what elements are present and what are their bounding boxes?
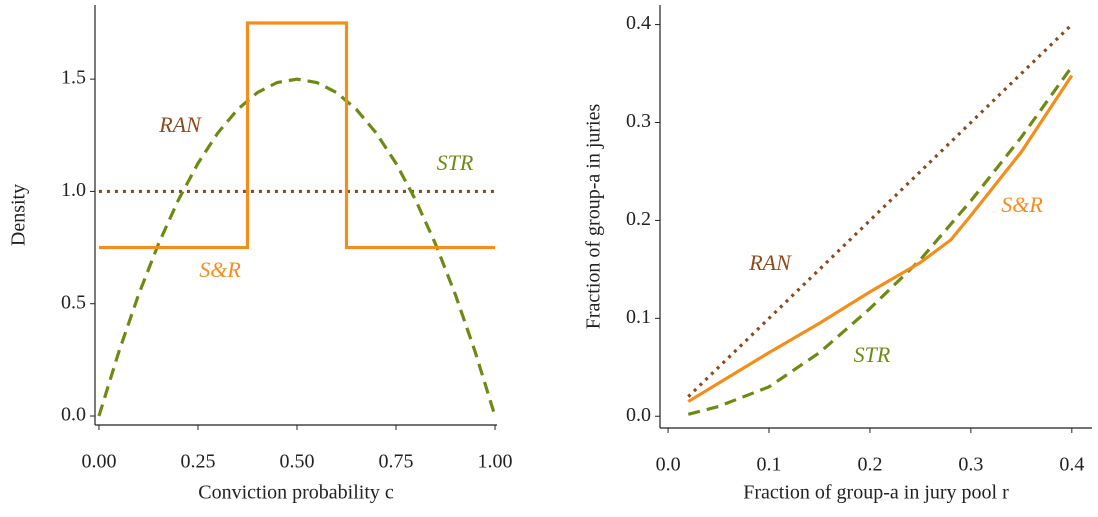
y-tick-label: 0.4	[626, 12, 651, 34]
x-axis-label: Conviction probability c	[198, 482, 394, 504]
x-tick-label: 0.3	[958, 454, 983, 476]
series-label: RAN	[748, 250, 792, 275]
y-tick-label: 0.3	[626, 110, 651, 132]
x-tick-label: 0.4	[1059, 454, 1084, 476]
series-line	[687, 23, 1073, 398]
y-tick-label: 0.2	[626, 208, 651, 230]
x-tick-label: 1.00	[478, 451, 513, 473]
x-tick-label: 0.75	[379, 451, 414, 473]
y-tick-label: 1.5	[61, 67, 86, 89]
x-tick-label: 0.25	[180, 451, 215, 473]
y-tick-label: 0.1	[626, 306, 651, 328]
y-tick-label: 0.5	[61, 291, 86, 313]
y-tick-label: 0.0	[61, 404, 86, 426]
series-label: STR	[854, 342, 891, 367]
series-line	[687, 65, 1074, 416]
x-tick-label: 0.00	[81, 451, 116, 473]
y-tick-label: 1.0	[61, 179, 86, 201]
y-axis-label: Fraction of group-a in juries	[583, 104, 605, 330]
y-tick-label: 0.0	[626, 404, 651, 426]
series-line	[687, 74, 1074, 403]
x-axis-label: Fraction of group-a in jury pool r	[743, 482, 1009, 504]
series-label: S&R	[1001, 192, 1043, 217]
series-label: STR	[437, 150, 474, 175]
series-label: S&R	[199, 257, 241, 282]
y-axis-label: Density	[8, 184, 30, 246]
series-line	[97, 77, 497, 417]
series-line	[98, 21, 496, 250]
x-tick-label: 0.50	[279, 451, 314, 473]
series-label: RAN	[158, 112, 202, 137]
x-tick-label: 0.0	[656, 454, 681, 476]
x-tick-label: 0.2	[857, 454, 882, 476]
x-tick-label: 0.1	[757, 454, 782, 476]
